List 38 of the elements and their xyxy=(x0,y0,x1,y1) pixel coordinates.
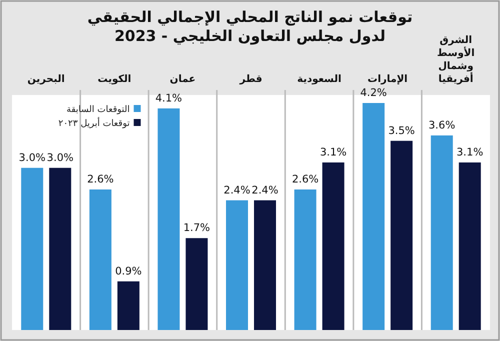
data-label: 3.5% xyxy=(388,124,415,137)
data-label: 2.4% xyxy=(224,184,250,196)
bar xyxy=(21,168,44,330)
data-label: 2.6% xyxy=(87,173,114,186)
x-tick-label: السعودية xyxy=(297,74,342,85)
x-tick-label: الكويت xyxy=(98,74,132,85)
bar xyxy=(390,140,413,330)
bar xyxy=(89,189,112,330)
x-tick-label: قطر xyxy=(238,74,262,85)
data-label: 2.6% xyxy=(292,173,319,186)
data-label: 3.0% xyxy=(18,152,46,164)
x-tick-label: عمان xyxy=(170,74,196,85)
bar xyxy=(254,200,276,330)
bar xyxy=(322,162,344,330)
bar xyxy=(226,200,248,330)
bar xyxy=(294,189,316,330)
data-label: 1.7% xyxy=(183,222,210,234)
bar xyxy=(430,135,453,330)
x-tick-label: الشرق الأوسط وشمال أفريقيا xyxy=(437,35,475,85)
chart-title: توقعات نمو الناتج المحلي الإجمالي الحقيقي لدول مجلس التعاون الخليجي - 2023 xyxy=(87,8,413,45)
bar xyxy=(117,281,140,330)
data-label: 3.1% xyxy=(320,146,347,158)
data-label: 3.1% xyxy=(456,146,484,158)
legend-label: التوقعات السابقة xyxy=(66,105,130,115)
x-tick-label: البحرين xyxy=(27,74,65,85)
bar xyxy=(49,168,72,330)
bar xyxy=(362,103,385,330)
bar xyxy=(186,238,208,330)
bar xyxy=(158,108,180,330)
data-label: 3.0% xyxy=(46,152,74,164)
data-label: 2.4% xyxy=(252,184,278,196)
data-label: 4.2% xyxy=(360,87,387,99)
x-tick-label: الإمارات xyxy=(368,74,408,85)
bar xyxy=(458,162,481,330)
data-label: 4.1% xyxy=(155,92,182,104)
data-label: 0.9% xyxy=(115,265,142,278)
legend-label: توقعات أبريل ٢٠٢٣ xyxy=(58,117,130,129)
data-label: 3.6% xyxy=(428,119,456,132)
